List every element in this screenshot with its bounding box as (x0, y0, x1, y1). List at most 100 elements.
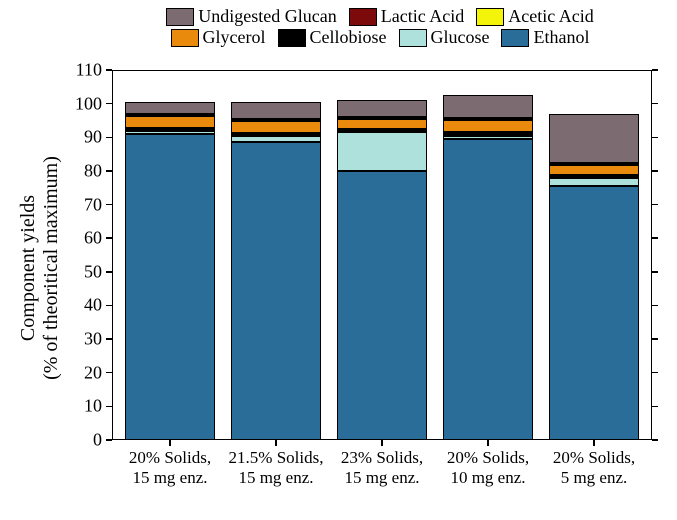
bar-segment-undigested (549, 114, 639, 163)
legend-swatch (278, 29, 306, 47)
y-tick (652, 305, 658, 307)
legend-swatch (476, 8, 504, 26)
y-tick (106, 271, 112, 273)
y-tick (652, 69, 658, 71)
bar-segment-undigested (443, 95, 533, 119)
bar-segment-undigested (337, 100, 427, 117)
x-tick-label: 20% Solids,15 mg enz. (110, 448, 230, 487)
y-tick (652, 372, 658, 374)
y-tick (106, 204, 112, 206)
y-tick (652, 137, 658, 139)
bar-segment-glycerol (337, 119, 427, 129)
legend-item-acetic: Acetic Acid (476, 6, 593, 27)
y-tick-label: 0 (66, 430, 102, 451)
legend-item-cellobiose: Cellobiose (278, 27, 387, 48)
bar-segment-ethanol (443, 139, 533, 440)
legend-label: Cellobiose (310, 27, 387, 48)
bar-segment-undigested (125, 102, 215, 114)
y-tick (106, 237, 112, 239)
x-tick (169, 440, 171, 446)
bar-segment-glycerol (231, 121, 321, 133)
bar-segment-ethanol (549, 186, 639, 440)
bar-segment-cellobiose (231, 133, 321, 136)
y-tick (106, 103, 112, 105)
bar (231, 70, 321, 440)
bar-segment-ethanol (125, 134, 215, 440)
y-tick (106, 170, 112, 172)
y-tick-label: 80 (66, 160, 102, 181)
legend-label: Undigested Glucan (198, 6, 336, 27)
y-tick-label: 50 (66, 261, 102, 282)
bar (443, 70, 533, 440)
legend-swatch (171, 29, 199, 47)
y-tick (652, 204, 658, 206)
legend-item-ethanol: Ethanol (501, 27, 589, 48)
bar-segment-glucose (337, 132, 427, 171)
x-tick-label: 20% Solids,5 mg enz. (534, 448, 654, 487)
legend-item-glycerol: Glycerol (171, 27, 266, 48)
bar (125, 70, 215, 440)
y-tick (652, 103, 658, 105)
y-tick (106, 137, 112, 139)
bar (549, 70, 639, 440)
bar-segment-ethanol (231, 142, 321, 440)
legend-swatch (166, 8, 194, 26)
bar-segment-cellobiose (549, 175, 639, 178)
y-tick-label: 10 (66, 396, 102, 417)
y-tick (106, 406, 112, 408)
y-tick-label: 60 (66, 228, 102, 249)
y-tick-label: 70 (66, 194, 102, 215)
legend-swatch (399, 29, 427, 47)
bar-segment-glycerol (125, 116, 215, 128)
legend-label: Lactic Acid (381, 6, 464, 27)
y-tick-label: 100 (66, 93, 102, 114)
plot-area: 010203040506070809010011020% Solids,15 m… (112, 70, 652, 440)
y-tick (106, 439, 112, 441)
y-tick-label: 90 (66, 127, 102, 148)
bar-segment-undigested (231, 102, 321, 119)
bar-segment-glycerol (549, 165, 639, 175)
legend: Undigested Glucan Lactic Acid Acetic Acid G… (110, 6, 650, 48)
y-axis-label-line2: (% of theoritical maximum) (40, 156, 62, 380)
legend-label: Acetic Acid (508, 6, 593, 27)
y-tick (106, 372, 112, 374)
y-axis-label-line1: Component yields (17, 195, 39, 341)
bar-segment-glycerol (443, 120, 533, 132)
x-tick (487, 440, 489, 446)
bar-segment-glucose (231, 136, 321, 143)
x-tick (381, 440, 383, 446)
x-tick-label: 23% Solids,15 mg enz. (322, 448, 442, 487)
x-tick (275, 440, 277, 446)
y-tick (106, 305, 112, 307)
legend-label: Ethanol (533, 27, 589, 48)
legend-item-undigested: Undigested Glucan (166, 6, 336, 27)
y-tick (106, 338, 112, 340)
y-tick (652, 271, 658, 273)
x-tick-label: 21.5% Solids,15 mg enz. (216, 448, 336, 487)
y-axis-label: Component yields (% of theoritical maxim… (17, 118, 63, 418)
bar-segment-glucose (125, 131, 215, 134)
legend-item-lactic: Lactic Acid (349, 6, 464, 27)
y-tick-label: 110 (66, 60, 102, 81)
y-tick-label: 30 (66, 329, 102, 350)
x-tick (593, 440, 595, 446)
x-tick-label: 20% Solids,10 mg enz. (428, 448, 548, 487)
legend-item-glucose: Glucose (399, 27, 490, 48)
y-tick (106, 69, 112, 71)
bar-segment-cellobiose (337, 129, 427, 132)
legend-label: Glycerol (203, 27, 266, 48)
y-tick (652, 338, 658, 340)
y-tick (652, 170, 658, 172)
y-tick (652, 406, 658, 408)
y-tick (652, 237, 658, 239)
bar-segment-glucose (443, 136, 533, 139)
bar-segment-cellobiose (125, 128, 215, 131)
y-tick (652, 439, 658, 441)
y-tick-label: 20 (66, 362, 102, 383)
legend-swatch (501, 29, 529, 47)
bar-segment-ethanol (337, 171, 427, 440)
legend-label: Glucose (431, 27, 490, 48)
y-tick-label: 40 (66, 295, 102, 316)
bar-segment-glucose (549, 178, 639, 186)
bar-segment-cellobiose (443, 132, 533, 135)
